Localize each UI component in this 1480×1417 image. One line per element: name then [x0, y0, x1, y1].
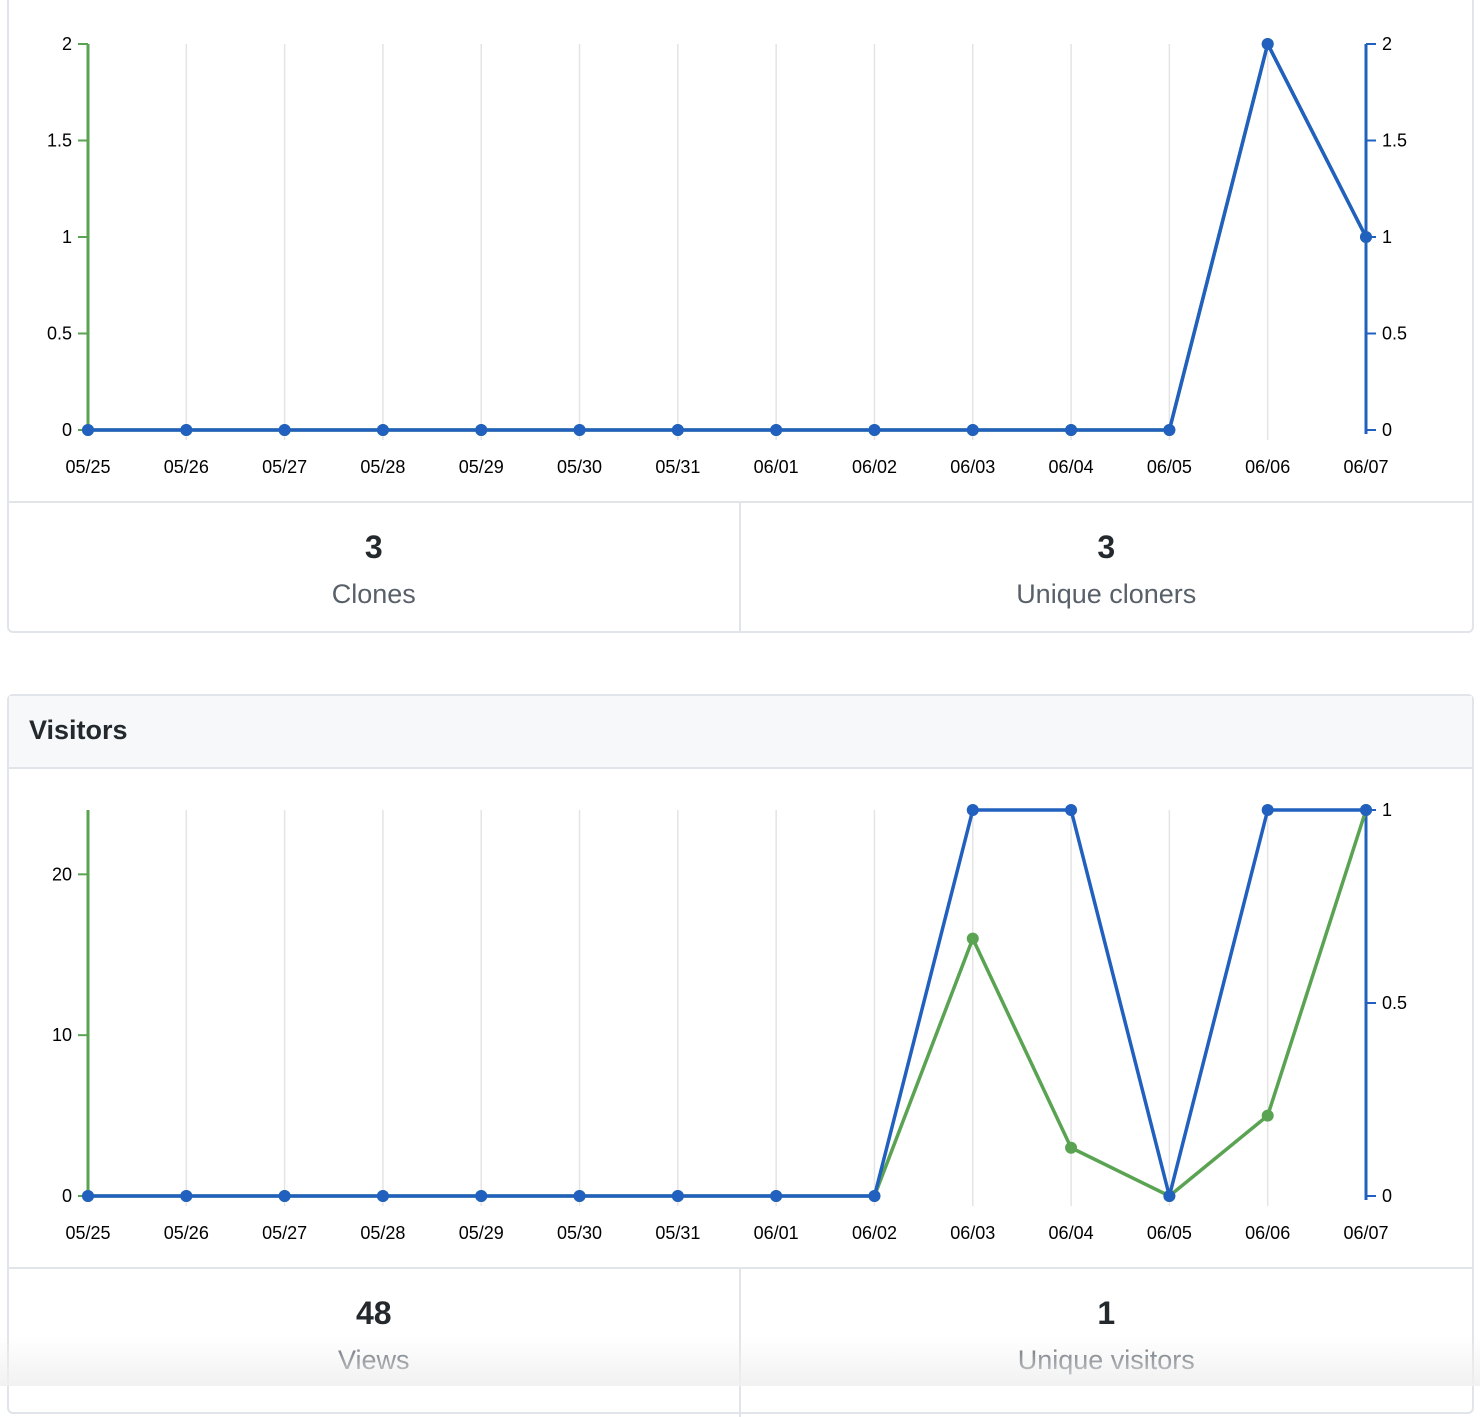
clones-series-point-1 — [1065, 424, 1078, 436]
clones-x-tick-label: 06/02 — [852, 457, 897, 477]
clones-x-tick-label: 05/26 — [164, 457, 209, 477]
visitors-series-point-1 — [376, 1190, 389, 1202]
visitors-series-point-0 — [1261, 1109, 1274, 1122]
clones-right-tick-label: 1 — [1382, 227, 1392, 247]
clones-series-point-1 — [278, 424, 291, 436]
unique-visitors-stat: 1 Unique visitors — [741, 1269, 1473, 1417]
visitors-x-tick-label: 06/02 — [852, 1223, 897, 1243]
clones-series-point-1 — [82, 424, 94, 436]
clones-right-tick-label: 0 — [1382, 420, 1392, 440]
views-stat: 48 Views — [9, 1269, 741, 1417]
visitors-series-point-1 — [671, 1190, 684, 1202]
clones-x-tick-label: 06/04 — [1049, 457, 1094, 477]
clones-left-tick-label: 0 — [62, 420, 72, 440]
visitors-series-point-0 — [1065, 1141, 1078, 1154]
clones-series-point-1 — [1163, 424, 1176, 436]
visitors-series-point-1 — [1163, 1190, 1176, 1202]
visitors-series-point-1 — [1065, 804, 1078, 816]
clones-chart: 0 0.5 1 1.5 2 0 0.5 1 1.5 2 05/25 05/26 05/27 05/28 05… — [47, 34, 1407, 477]
visitors-series-point-0 — [966, 932, 979, 945]
clones-series-line-0 — [88, 42, 1368, 432]
visitors-x-tick-label: 06/05 — [1147, 1223, 1192, 1243]
visitors-right-tick-label: 0 — [1382, 1186, 1392, 1206]
clones-series-point-1 — [475, 424, 488, 436]
visitors-x-tick-label: 06/03 — [950, 1223, 995, 1243]
clones-x-tick-label: 06/05 — [1147, 457, 1192, 477]
clones-right-tick-label: 1.5 — [1382, 131, 1407, 151]
clones-series-point-1 — [573, 424, 586, 436]
clones-left-tick-label: 1.5 — [47, 131, 72, 151]
visitors-series-line-1 — [88, 808, 1366, 1198]
clones-panel: 0 0.5 1 1.5 2 0 0.5 1 1.5 2 05/25 05/26 05/27 05/28 05… — [7, 0, 1474, 633]
visitors-x-tick-label: 05/29 — [459, 1223, 504, 1243]
unique-cloners-label: Unique cloners — [1016, 579, 1197, 609]
unique-visitors-count: 1 — [1097, 1295, 1116, 1331]
views-count: 48 — [355, 1295, 392, 1331]
views-label: Views — [337, 1345, 410, 1375]
visitors-x-tick-label: 06/07 — [1343, 1223, 1388, 1243]
visitors-x-tick-label: 06/01 — [754, 1223, 799, 1243]
visitors-series-point-1 — [573, 1190, 586, 1202]
visitors-left-tick-label: 20 — [52, 864, 72, 884]
visitors-x-tick-label: 06/06 — [1245, 1223, 1290, 1243]
visitors-right-tick-label: 1 — [1382, 800, 1392, 820]
clones-series-point-1 — [376, 424, 389, 436]
visitors-left-tick-label: 0 — [62, 1186, 72, 1206]
clones-series-line-1 — [88, 42, 1368, 432]
clones-series-point-1 — [1360, 231, 1372, 243]
clones-left-tick-label: 1 — [62, 227, 72, 247]
visitors-panel: Visitors 0 10 20 0 0.5 1 05/25 05/26 05/27 05/28 0… — [7, 694, 1474, 1417]
visitors-series-point-1 — [868, 1190, 881, 1202]
clones-series-point-1 — [1261, 38, 1274, 50]
clones-right-tick-label: 0.5 — [1382, 324, 1407, 344]
visitors-series-point-1 — [180, 1190, 193, 1202]
visitors-x-tick-label: 05/28 — [360, 1223, 405, 1243]
clones-right-tick-label: 2 — [1382, 34, 1392, 54]
visitors-x-tick-label: 05/26 — [164, 1223, 209, 1243]
visitors-stats: 48 Views 1 Unique visitors — [9, 1267, 1472, 1417]
clones-x-tick-label: 05/29 — [459, 457, 504, 477]
clones-left-tick-label: 0.5 — [47, 324, 72, 344]
visitors-right-tick-label: 0.5 — [1382, 993, 1407, 1013]
visitors-x-tick-label: 06/04 — [1049, 1223, 1094, 1243]
visitors-series-point-1 — [1261, 804, 1274, 816]
clones-x-tick-label: 05/30 — [557, 457, 602, 477]
unique-cloners-count: 3 — [1097, 529, 1116, 565]
visitors-series-point-1 — [278, 1190, 291, 1202]
clones-x-tick-label: 06/01 — [754, 457, 799, 477]
clones-x-tick-label: 05/27 — [262, 457, 307, 477]
visitors-x-tick-label: 05/30 — [557, 1223, 602, 1243]
visitors-header: Visitors — [9, 696, 1472, 769]
clones-stat: 3 Clones — [9, 503, 741, 633]
clones-series-point-1 — [868, 424, 881, 436]
clones-series-point-1 — [770, 424, 783, 436]
clones-label: Clones — [331, 579, 416, 609]
clones-series-point-1 — [966, 424, 979, 436]
clones-series-point-1 — [671, 424, 684, 436]
clones-left-tick-label: 2 — [62, 34, 72, 54]
visitors-chart: 0 10 20 0 0.5 1 05/25 05/26 05/27 05/28 05/29 05/30… — [52, 800, 1407, 1243]
clones-x-tick-label: 06/06 — [1245, 457, 1290, 477]
clones-x-tick-label: 05/31 — [655, 457, 700, 477]
unique-visitors-label: Unique visitors — [1017, 1345, 1195, 1375]
visitors-series-point-1 — [770, 1190, 783, 1202]
clones-x-tick-label: 06/07 — [1343, 457, 1388, 477]
visitors-x-tick-label: 05/25 — [65, 1223, 110, 1243]
clones-series-point-1 — [180, 424, 193, 436]
visitors-x-tick-label: 05/31 — [655, 1223, 700, 1243]
visitors-title: Visitors — [29, 715, 128, 745]
visitors-x-tick-label: 05/27 — [262, 1223, 307, 1243]
unique-cloners-stat: 3 Unique cloners — [741, 503, 1473, 633]
clones-count: 3 — [364, 529, 383, 565]
visitors-series-point-1 — [475, 1190, 488, 1202]
visitors-series-point-1 — [1360, 804, 1372, 816]
visitors-series-line-0 — [88, 809, 1368, 1198]
clones-stats: 3 Clones 3 Unique cloners — [9, 501, 1472, 633]
visitors-series-point-1 — [966, 804, 979, 816]
clones-x-tick-label: 05/28 — [360, 457, 405, 477]
clones-x-tick-label: 06/03 — [950, 457, 995, 477]
visitors-series-point-1 — [82, 1190, 94, 1202]
clones-x-tick-label: 05/25 — [65, 457, 110, 477]
visitors-left-tick-label: 10 — [52, 1025, 72, 1045]
